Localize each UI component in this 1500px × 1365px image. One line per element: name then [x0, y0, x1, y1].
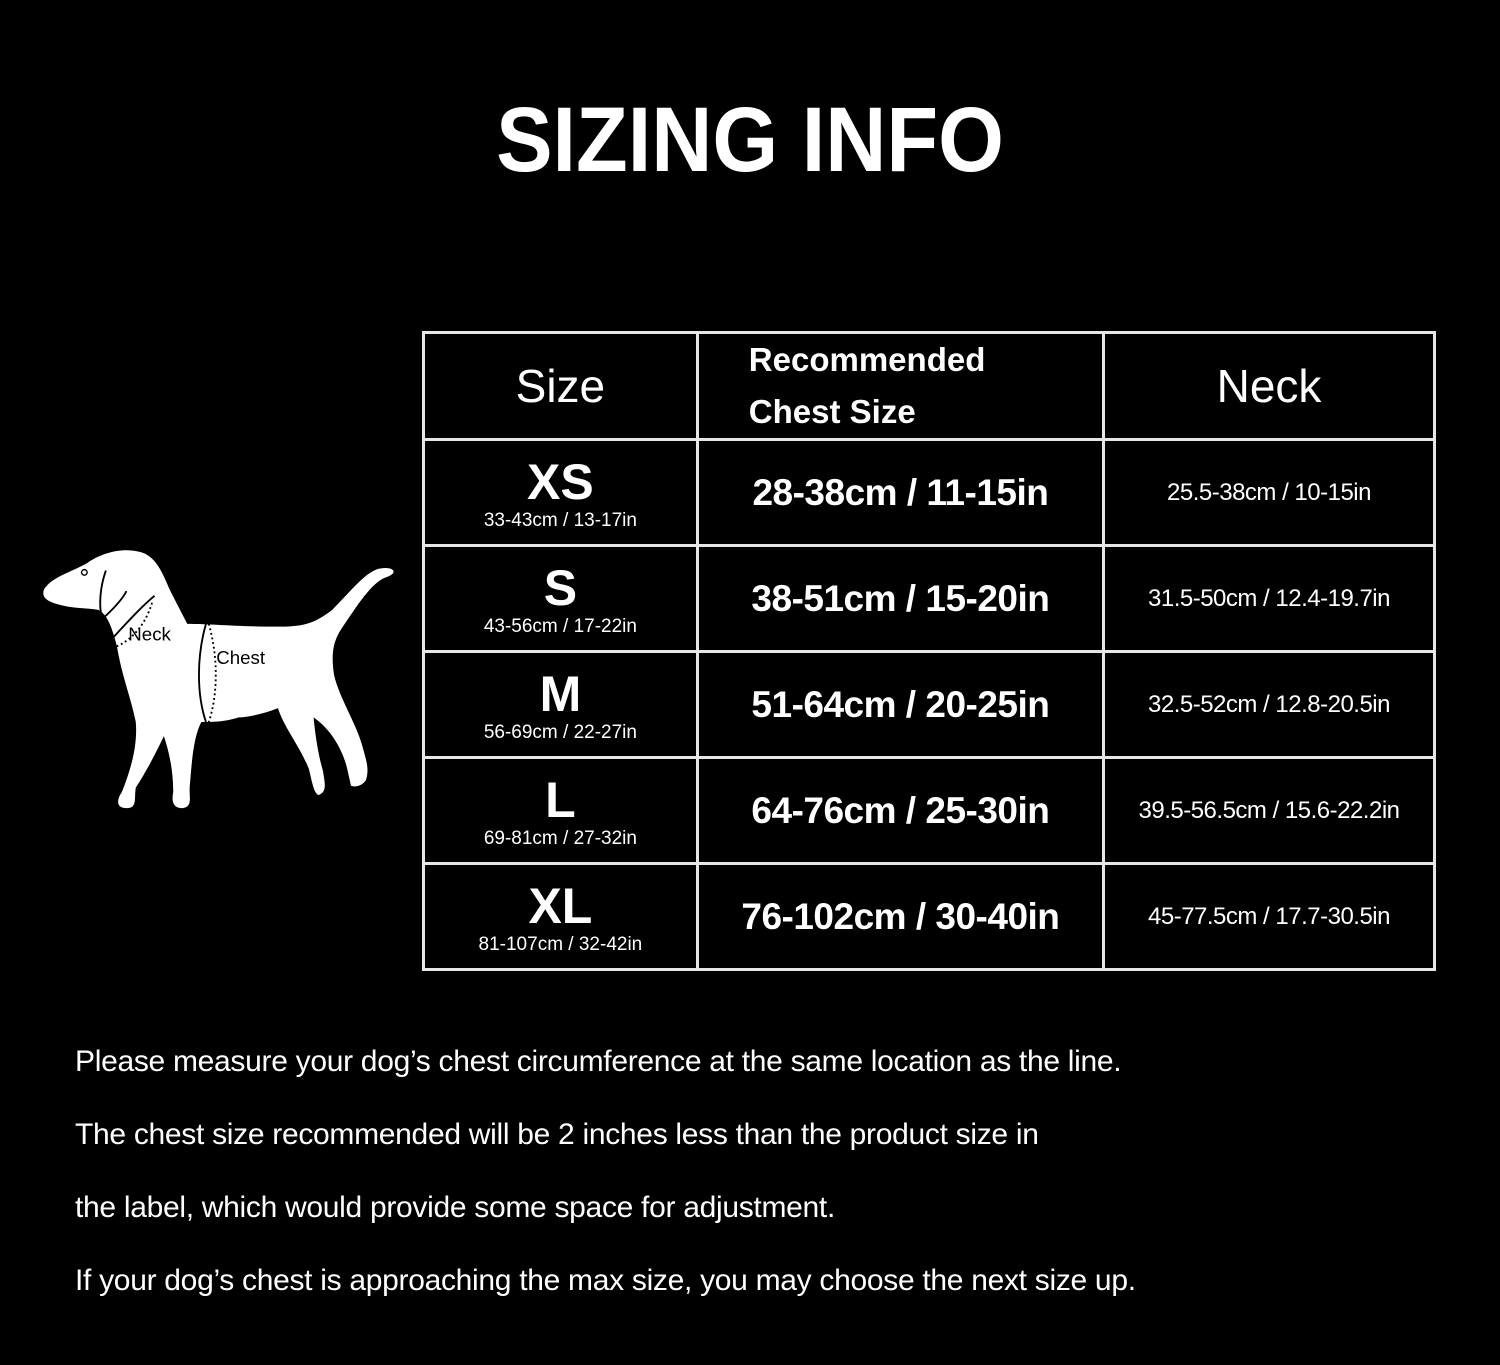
table-header-row: Size Recommended Chest Size Neck — [422, 331, 1436, 441]
size-label: XS — [527, 453, 594, 510]
neck-cell: 39.5-56.5cm / 15.6-22.2in — [1102, 756, 1436, 865]
table-row: L 69-81cm / 27-32in 64-76cm / 25-30in 39.… — [422, 756, 1436, 865]
neck-dotted-line — [107, 600, 154, 651]
note-line: Please measure your dog’s chest circumfe… — [75, 1045, 1122, 1078]
size-cell: XL 81-107cm / 32-42in — [422, 862, 699, 971]
chest-cell: 38-51cm / 15-20in — [695, 544, 1106, 653]
chest-label: Chest — [216, 647, 266, 668]
note-line: the label, which would provide some spac… — [75, 1191, 835, 1224]
chest-dotted-line — [207, 623, 217, 723]
size-label: S — [543, 559, 578, 616]
neck-cell: 31.5-50cm / 12.4-19.7in — [1102, 544, 1436, 653]
dog-eye — [80, 568, 88, 576]
chest-cell: 64-76cm / 25-30in — [695, 756, 1106, 865]
size-label: L — [545, 771, 576, 828]
product-size: 69-81cm / 27-32in — [483, 827, 637, 849]
header-neck: Neck — [1102, 331, 1436, 441]
neck-label: Neck — [128, 624, 171, 645]
chest-cell: 76-102cm / 30-40in — [695, 862, 1106, 971]
table-row: XL 81-107cm / 32-42in 76-102cm / 30-40in … — [422, 862, 1436, 971]
dog-measurement-diagram: Neck Chest — [43, 550, 394, 809]
measurement-notes: Please measure your dog’s chest circumfe… — [75, 1040, 1136, 1332]
neck-line — [105, 595, 156, 647]
chest-cell: 51-64cm / 20-25in — [695, 650, 1106, 759]
header-size: Size — [422, 331, 699, 441]
size-label: XL — [528, 877, 593, 934]
header-chest: Recommended Chest Size — [695, 331, 1106, 441]
note-line: The chest size recommended will be 2 inc… — [75, 1118, 1039, 1151]
neck-cell: 32.5-52cm / 12.8-20.5in — [1102, 650, 1436, 759]
product-size: 56-69cm / 22-27in — [483, 721, 637, 743]
neck-cell: 45-77.5cm / 17.7-30.5in — [1102, 862, 1436, 971]
size-cell: L 69-81cm / 27-32in — [422, 756, 699, 865]
chest-cell: 28-38cm / 11-15in — [695, 438, 1106, 547]
size-cell: XS 33-43cm / 13-17in — [422, 438, 699, 547]
size-cell: S 43-56cm / 17-22in — [422, 544, 699, 653]
product-size: 33-43cm / 13-17in — [483, 509, 637, 531]
neck-cell: 25.5-38cm / 10-15in — [1102, 438, 1436, 547]
size-label: M — [539, 665, 582, 722]
dog-silhouette — [43, 550, 394, 809]
dog-ear — [99, 570, 128, 621]
header-chest-line1: Recommended — [748, 341, 986, 378]
sizing-table: Size Recommended Chest Size Neck XS 33-43c… — [422, 331, 1436, 971]
table-row: S 43-56cm / 17-22in 38-51cm / 15-20in 31.… — [422, 544, 1436, 653]
header-chest-line2: Chest Size — [748, 393, 916, 430]
note-line: If your dog’s chest is approaching the m… — [75, 1264, 1136, 1297]
table-row: XS 33-43cm / 13-17in 28-38cm / 11-15in 25… — [422, 438, 1436, 547]
chest-line — [198, 623, 207, 723]
table-row: M 56-69cm / 22-27in 51-64cm / 20-25in 32.… — [422, 650, 1436, 759]
product-size: 43-56cm / 17-22in — [483, 615, 637, 637]
product-size: 81-107cm / 32-42in — [478, 933, 643, 955]
page-title: SIZING INFO — [496, 89, 1004, 191]
size-cell: M 56-69cm / 22-27in — [422, 650, 699, 759]
